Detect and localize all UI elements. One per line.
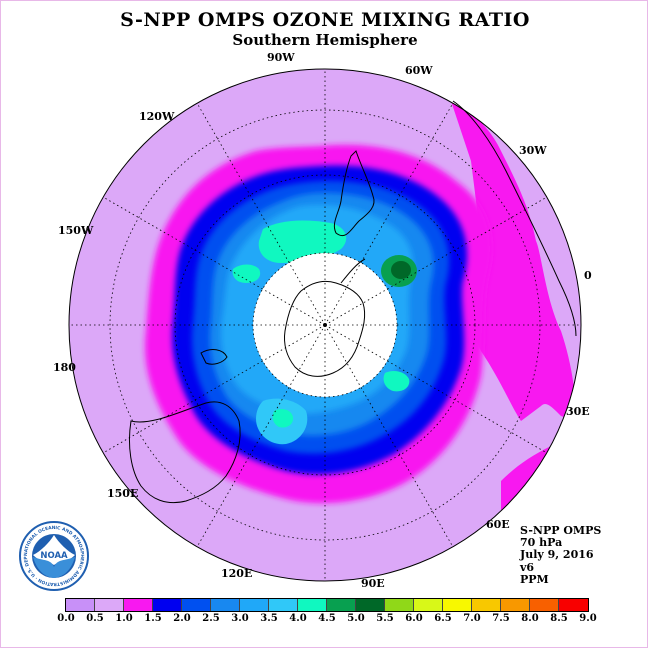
colorbar-swatch bbox=[385, 599, 414, 611]
colorbar-swatch bbox=[269, 599, 298, 611]
colorbar bbox=[65, 598, 589, 612]
info-block: S-NPP OMPS 70 hPa July 9, 2016 v6 PPM bbox=[520, 524, 602, 586]
colorbar-tick-label: 3.5 bbox=[260, 613, 278, 624]
colorbar-tick-label: 6.5 bbox=[434, 613, 452, 624]
colorbar-swatch bbox=[240, 599, 269, 611]
colorbar-swatch bbox=[211, 599, 240, 611]
colorbar-tick-label: 4.0 bbox=[289, 613, 307, 624]
band-3.5-4.0-b bbox=[232, 264, 261, 283]
lon-label-90e: 90E bbox=[361, 577, 385, 590]
colorbar-swatch bbox=[356, 599, 385, 611]
colorbar-tick-label: 5.5 bbox=[376, 613, 394, 624]
colorbar-tick-label: 8.0 bbox=[521, 613, 539, 624]
page-title: S-NPP OMPS OZONE MIXING RATIO bbox=[120, 9, 530, 31]
colorbar-tick-label: 5.0 bbox=[347, 613, 365, 624]
colorbar-swatch bbox=[153, 599, 182, 611]
colorbar-swatch bbox=[530, 599, 559, 611]
colorbar-swatch bbox=[124, 599, 153, 611]
lon-label-180: 180 bbox=[53, 361, 76, 374]
colorbar-tick-label: 0.5 bbox=[86, 613, 104, 624]
colorbar-tick-label: 9.0 bbox=[579, 613, 597, 624]
lon-label-120w: 120W bbox=[139, 110, 175, 123]
colorbar-swatch bbox=[182, 599, 211, 611]
colorbar-swatch bbox=[327, 599, 356, 611]
colorbar-swatch bbox=[443, 599, 472, 611]
info-level: 70 hPa bbox=[520, 536, 563, 550]
colorbar-tick-label: 7.0 bbox=[463, 613, 481, 624]
colorbar-tick-label: 6.0 bbox=[405, 613, 423, 624]
lon-label-150w: 150W bbox=[58, 224, 94, 237]
page-subtitle: Southern Hemisphere bbox=[232, 31, 418, 49]
colorbar-tick-label: 2.0 bbox=[173, 613, 191, 624]
info-units: PPM bbox=[520, 572, 549, 586]
info-date: July 9, 2016 bbox=[520, 548, 594, 562]
band-3.5-4.0 bbox=[258, 220, 347, 263]
colorbar-tick-label: 4.5 bbox=[318, 613, 336, 624]
lon-label-120e: 120E bbox=[221, 567, 253, 580]
band-3.5-4.0-d bbox=[272, 409, 294, 428]
lon-label-30e: 30E bbox=[566, 405, 590, 418]
colorbar-swatch bbox=[559, 599, 588, 611]
lon-label-60w: 60W bbox=[405, 64, 433, 77]
south-pole-marker bbox=[323, 323, 327, 327]
coastlines bbox=[128, 100, 577, 504]
lon-label-150e: 150E bbox=[107, 487, 139, 500]
colorbar-swatch bbox=[472, 599, 501, 611]
colorbar-swatch bbox=[414, 599, 443, 611]
colorbar-tick-label: 1.5 bbox=[144, 613, 162, 624]
colorbar-tick-label: 7.5 bbox=[492, 613, 510, 624]
lon-label-60e: 60E bbox=[486, 518, 510, 531]
colorbar-tick-label: 8.5 bbox=[550, 613, 568, 624]
colorbar-swatch bbox=[298, 599, 327, 611]
colorbar-swatch bbox=[66, 599, 95, 611]
colorbar-tick-label: 3.0 bbox=[231, 613, 249, 624]
info-version: v6 bbox=[520, 560, 535, 574]
map-boundary bbox=[68, 68, 582, 582]
colorbar-tick-label: 2.5 bbox=[202, 613, 220, 624]
band-3.5-4.0-c bbox=[383, 371, 410, 392]
lon-label-0: 0 bbox=[584, 269, 592, 282]
colorbar-swatch bbox=[95, 599, 124, 611]
colorbar-tick-label: 0.0 bbox=[57, 613, 75, 624]
lon-label-30w: 30W bbox=[519, 144, 547, 157]
logo-center-text: NOAA bbox=[40, 551, 68, 561]
colorbar-swatch bbox=[501, 599, 530, 611]
colorbar-tick-label: 1.0 bbox=[115, 613, 133, 624]
noaa-logo: NATIONAL OCEANIC AND ATMOSPHERIC ADMINIS… bbox=[19, 521, 89, 591]
info-instrument: S-NPP OMPS bbox=[520, 524, 602, 537]
lon-label-90w: 90W bbox=[267, 51, 295, 64]
band-4.5-5.0 bbox=[391, 261, 411, 279]
graticule bbox=[69, 69, 581, 581]
